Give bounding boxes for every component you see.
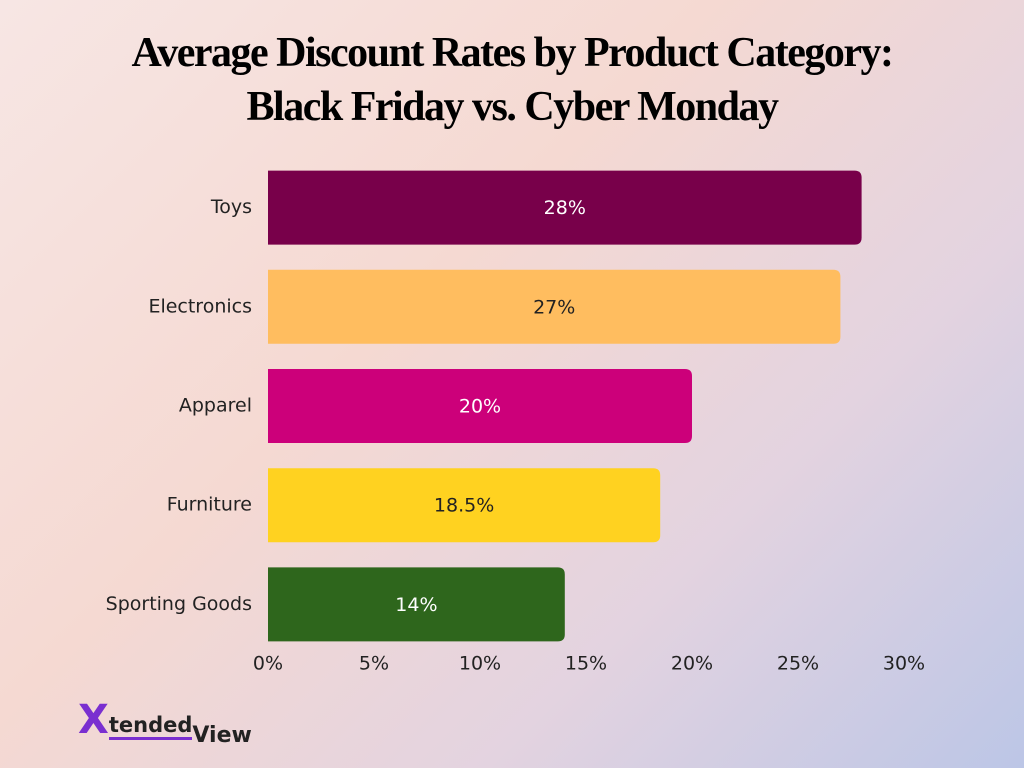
y-tick-label: Toys [210,196,252,218]
y-tick-label: Electronics [148,295,252,317]
y-tick-label: Apparel [179,395,252,417]
y-tick-label: Sporting Goods [106,593,252,615]
chart-title: Average Discount Rates by Product Catego… [131,30,894,130]
x-tick-label: 30% [883,653,925,675]
data-label: 27% [533,296,575,318]
data-label: 14% [395,594,437,616]
bar [268,369,692,443]
y-tick-label: Furniture [167,494,252,516]
bar [268,468,661,543]
bar [268,269,841,344]
logo-mark: X [78,697,109,743]
bar [268,170,862,245]
x-tick-label: 0% [253,653,283,675]
x-tick-label: 5% [359,653,389,675]
logo: X tended View [78,697,252,748]
data-label: 20% [459,396,501,418]
logo-text: View [192,723,252,748]
data-label: 18.5% [434,495,494,517]
bar [268,567,565,642]
data-label: 28% [544,197,586,219]
x-tick-label: 25% [777,653,819,675]
x-tick-label: 20% [671,653,713,675]
x-tick-label: 15% [565,653,607,675]
x-tick-label: 10% [459,653,501,675]
logo-text: tended [108,713,193,740]
